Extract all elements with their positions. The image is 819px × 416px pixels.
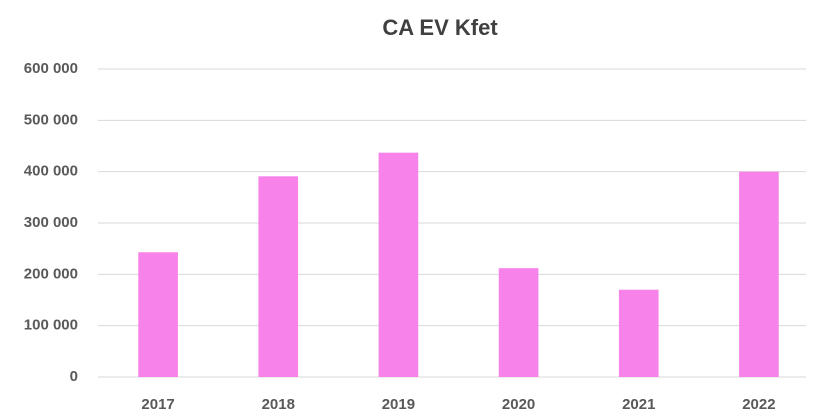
y-tick-label: 0: [70, 368, 78, 385]
bar: [138, 252, 178, 377]
x-tick-label: 2020: [502, 396, 535, 413]
y-tick-label: 600 000: [24, 60, 78, 77]
bar: [378, 152, 419, 377]
x-tick-label: 2021: [622, 396, 655, 413]
x-tick-label: 2017: [141, 396, 174, 413]
x-tick-label: 2022: [742, 396, 775, 413]
y-tick-label: 100 000: [24, 317, 78, 334]
bar: [498, 268, 539, 377]
bar: [258, 176, 299, 377]
x-tick-label: 2019: [382, 396, 415, 413]
y-tick-label: 500 000: [24, 111, 78, 128]
x-tick-label: 2018: [262, 396, 295, 413]
y-tick-label: 300 000: [24, 214, 78, 231]
y-tick-label: 400 000: [24, 163, 78, 180]
chart-title: CA EV Kfet: [382, 15, 498, 40]
bar: [618, 289, 659, 377]
bar: [739, 171, 779, 377]
y-tick-label: 200 000: [24, 265, 78, 282]
